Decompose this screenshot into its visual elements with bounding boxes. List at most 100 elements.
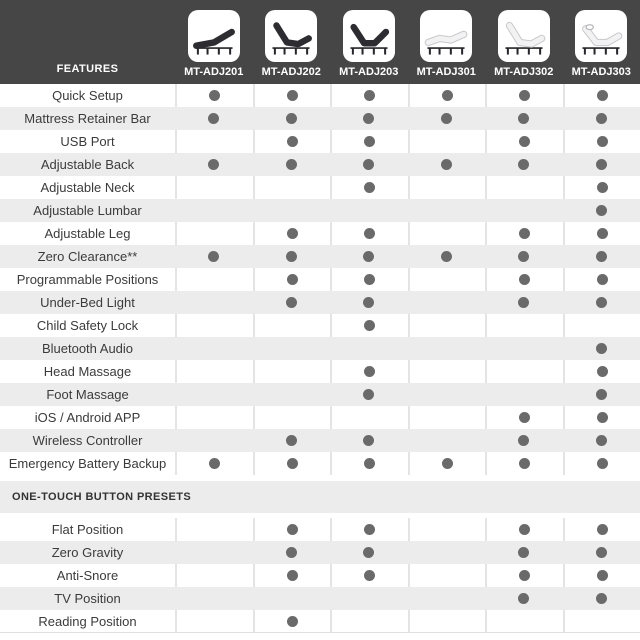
cell-mt-adj202	[253, 541, 331, 564]
cell-mt-adj303	[562, 84, 640, 107]
cell-mt-adj303	[562, 452, 640, 475]
cell-mt-adj201	[175, 518, 253, 541]
cell-mt-adj303	[562, 610, 640, 632]
availability-dot	[596, 228, 608, 239]
features-column-header: FEATURES	[56, 63, 119, 75]
cell-mt-adj303	[562, 518, 640, 541]
cell-mt-adj301	[408, 429, 486, 452]
availability-dot	[518, 159, 530, 170]
cell-mt-adj203	[330, 314, 408, 337]
cell-mt-adj302	[485, 107, 563, 130]
cell-mt-adj303	[562, 130, 640, 153]
cell-mt-adj201	[175, 107, 253, 130]
feature-row: Adjustable Back	[0, 153, 640, 176]
availability-dot	[209, 458, 221, 469]
cell-mt-adj301	[408, 587, 486, 610]
cell-mt-adj302	[485, 564, 563, 587]
cell-mt-adj202	[253, 245, 331, 268]
availability-dot	[208, 113, 220, 124]
cell-mt-adj203	[330, 107, 408, 130]
availability-dot	[286, 228, 298, 239]
cell-mt-adj301	[407, 452, 486, 475]
availability-dot	[441, 458, 453, 469]
cell-mt-adj202	[253, 153, 331, 176]
availability-dot	[595, 593, 607, 604]
availability-dot	[519, 570, 531, 581]
availability-dot	[286, 90, 298, 101]
availability-dot	[364, 320, 376, 331]
cell-mt-adj303	[563, 541, 640, 564]
availability-dot	[595, 435, 607, 446]
availability-dot	[364, 182, 376, 193]
feature-label: USB Port	[60, 134, 115, 149]
cell-mt-adj201	[175, 564, 253, 587]
cell-mt-adj203	[330, 291, 408, 314]
availability-dot	[595, 251, 607, 262]
cell-mt-adj302	[485, 268, 563, 291]
cell-mt-adj203	[330, 610, 408, 632]
cell-mt-adj203	[330, 245, 408, 268]
availability-dot	[518, 297, 530, 308]
cell-mt-adj201	[175, 610, 253, 632]
feature-label: Zero Gravity	[51, 545, 124, 560]
cell-mt-adj201	[175, 383, 253, 406]
cell-mt-adj201	[175, 291, 253, 314]
availability-dot	[363, 297, 375, 308]
cell-mt-adj202	[252, 518, 331, 541]
model-name: MT-ADJ202	[261, 66, 321, 78]
availability-dot	[440, 159, 452, 170]
cell-mt-adj202	[252, 360, 331, 383]
availability-dot	[364, 90, 376, 101]
model-name: MT-ADJ201	[184, 66, 244, 78]
cell-mt-adj201	[175, 176, 253, 199]
feature-label: Programmable Positions	[16, 272, 159, 287]
cell-mt-adj203	[330, 337, 408, 360]
cell-mt-adj202	[252, 452, 331, 475]
feature-label: Adjustable Back	[40, 157, 135, 172]
model-column-mt-adj202: MT-ADJ202	[253, 10, 331, 84]
cell-mt-adj301	[407, 268, 486, 291]
cell-mt-adj301	[408, 107, 486, 130]
feature-label: Anti-Snore	[56, 568, 119, 583]
feature-row: TV Position	[0, 587, 640, 610]
availability-dot	[519, 458, 531, 469]
feature-row: Adjustable Neck	[0, 176, 640, 199]
availability-dot	[518, 113, 530, 124]
availability-dot	[364, 458, 376, 469]
cell-mt-adj303	[563, 291, 640, 314]
cell-mt-adj203	[330, 360, 408, 383]
cell-mt-adj203	[330, 383, 408, 406]
availability-dot	[596, 412, 608, 423]
cell-mt-adj303	[563, 429, 640, 452]
cell-mt-adj303	[563, 587, 640, 610]
cell-mt-adj203	[330, 199, 408, 222]
availability-dot	[596, 366, 608, 377]
cell-mt-adj302	[485, 518, 563, 541]
availability-dot	[519, 412, 531, 423]
feature-row: Adjustable Lumbar	[0, 199, 640, 222]
availability-dot	[518, 547, 530, 558]
cell-mt-adj301	[407, 176, 486, 199]
cell-mt-adj301	[407, 130, 486, 153]
cell-mt-adj303	[563, 337, 640, 360]
availability-dot	[518, 435, 530, 446]
cell-mt-adj303	[562, 564, 640, 587]
availability-dot	[286, 570, 298, 581]
bed-dark-head-foot-raised-icon	[342, 10, 395, 62]
availability-dot	[363, 435, 375, 446]
availability-dot	[596, 90, 608, 101]
cell-mt-adj302	[485, 610, 563, 632]
availability-dot	[364, 228, 376, 239]
availability-dot	[595, 159, 607, 170]
availability-dot	[364, 524, 376, 535]
feature-label: Reading Position	[38, 613, 137, 629]
cell-mt-adj302	[485, 153, 563, 176]
feature-label: Adjustable Neck	[40, 180, 135, 195]
cell-mt-adj201	[175, 452, 253, 475]
cell-mt-adj202	[253, 383, 331, 406]
feature-row: Programmable Positions	[0, 268, 640, 291]
cell-mt-adj303	[562, 406, 640, 429]
availability-dot	[209, 90, 221, 101]
cell-mt-adj302	[485, 199, 563, 222]
